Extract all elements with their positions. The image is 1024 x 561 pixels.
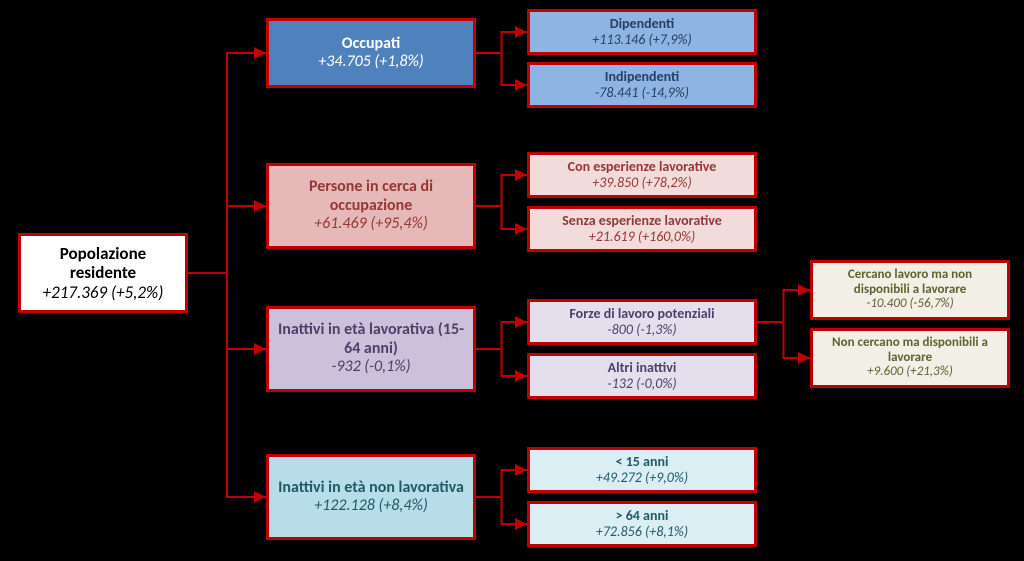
node-n3a1: Cercano lavoro ma non disponibili a lavo… <box>810 260 1010 320</box>
node-n1: Occupati+34.705 (+1,8%) <box>266 18 476 88</box>
node-n3a-sub: -800 (-1,3%) <box>607 322 676 338</box>
node-n2b-title: Senza esperienze lavorative <box>562 213 722 229</box>
node-n2-sub: +61.469 (+95,4%) <box>314 215 428 233</box>
edge-n4-n4b <box>476 497 527 524</box>
node-n3a2-title: Non cercano ma disponibili a lavorare <box>819 336 1001 366</box>
edge-n1-n1b <box>476 53 527 85</box>
node-n4b-title: > 64 anni <box>616 508 669 524</box>
node-n3a1-title: Cercano lavoro ma non disponibili a lavo… <box>819 268 1001 298</box>
node-n3: Inattivi in età lavorativa (15-64 anni)-… <box>266 306 476 392</box>
edge-n3-n3a <box>476 322 527 349</box>
node-n1a: Dipendenti+113.146 (+7,9%) <box>527 9 757 55</box>
edge-n4-n4a <box>476 470 527 497</box>
edge-n3a-n3a2 <box>757 322 810 358</box>
node-root-title: Popolazione residente <box>27 244 179 283</box>
node-n3a1-sub: -10.400 (-56,7%) <box>866 297 953 312</box>
node-n4: Inattivi in età non lavorativa+122.128 (… <box>266 454 476 540</box>
edge-n3a-n3a1 <box>757 290 810 322</box>
node-n3a: Forze di lavoro potenziali-800 (-1,3%) <box>527 299 757 345</box>
node-n2-title: Persone in cerca di occupazione <box>275 178 467 215</box>
edge-n2-n2b <box>476 206 527 229</box>
edge-n2-n2a <box>476 175 527 206</box>
node-n3b-title: Altri inattivi <box>608 360 677 376</box>
node-n3-title: Inattivi in età lavorativa (15-64 anni) <box>275 321 467 358</box>
node-n3-sub: -932 (-0,1%) <box>331 358 410 376</box>
node-n3b-sub: -132 (-0,0%) <box>607 376 676 392</box>
node-n1b-sub: -78.441 (-14,9%) <box>595 85 689 101</box>
node-n3b: Altri inattivi-132 (-0,0%) <box>527 353 757 399</box>
edge-n3-n3b <box>476 349 527 376</box>
node-n1-title: Occupati <box>342 35 401 53</box>
node-root-sub: +217.369 (+5,2%) <box>43 283 164 303</box>
node-n4a-sub: +49.272 (+9,0%) <box>596 470 688 486</box>
node-root: Popolazione residente+217.369 (+5,2%) <box>18 233 188 313</box>
edge-root-n3 <box>188 273 266 349</box>
edge-n1-n1a <box>476 32 527 53</box>
node-n2: Persone in cerca di occupazione+61.469 (… <box>266 163 476 249</box>
node-n1b-title: Indipendenti <box>605 69 679 85</box>
node-n2a: Con esperienze lavorative+39.850 (+78,2%… <box>527 152 757 198</box>
node-n1-sub: +34.705 (+1,8%) <box>318 53 424 71</box>
edge-root-n4 <box>188 273 266 497</box>
node-n3a-title: Forze di lavoro potenziali <box>569 306 714 322</box>
node-n4b-sub: +72.856 (+8,1%) <box>596 524 688 540</box>
node-n2b: Senza esperienze lavorative+21.619 (+160… <box>527 206 757 252</box>
node-n4b: > 64 anni+72.856 (+8,1%) <box>527 501 757 547</box>
node-n2b-sub: +21.619 (+160,0%) <box>589 229 696 245</box>
node-n4a-title: < 15 anni <box>616 454 669 470</box>
node-n4-title: Inattivi in età non lavorativa <box>278 479 464 497</box>
node-n3a2: Non cercano ma disponibili a lavorare+9.… <box>810 328 1010 388</box>
node-n2a-sub: +39.850 (+78,2%) <box>592 175 691 191</box>
node-n4a: < 15 anni+49.272 (+9,0%) <box>527 447 757 493</box>
edge-root-n2 <box>188 206 266 273</box>
node-n4-sub: +122.128 (+8,4%) <box>314 497 428 515</box>
node-n1a-title: Dipendenti <box>610 16 674 32</box>
node-n3a2-sub: +9.600 (+21,3%) <box>867 365 953 380</box>
edge-root-n1 <box>188 53 266 273</box>
node-n2a-title: Con esperienze lavorative <box>568 159 717 175</box>
node-n1b: Indipendenti-78.441 (-14,9%) <box>527 62 757 108</box>
node-n1a-sub: +113.146 (+7,9%) <box>592 32 691 48</box>
